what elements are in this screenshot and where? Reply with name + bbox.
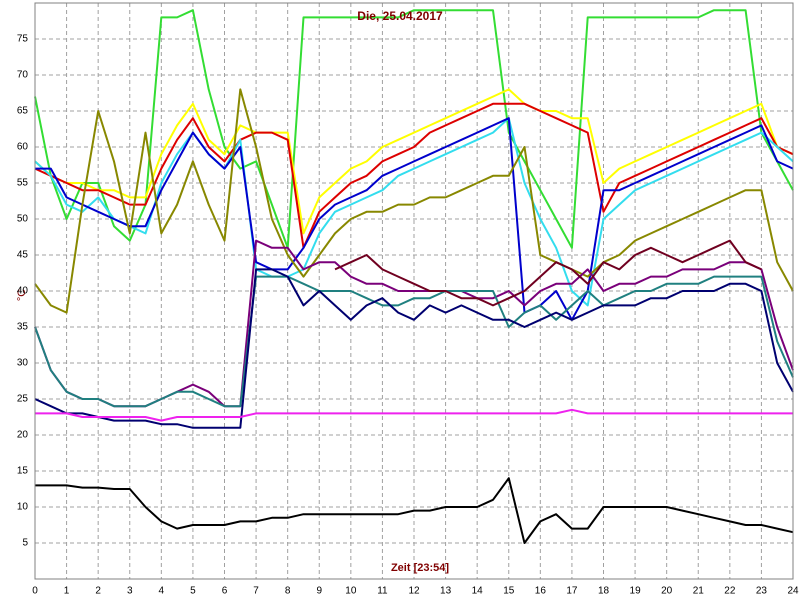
x-tick-label: 20 [661,586,673,597]
x-tick-label: 12 [408,586,420,597]
series-line [34,268,794,429]
lines [34,9,794,544]
series-line [334,239,762,307]
y-tick-label: 45 [17,250,29,261]
x-tick-label: 8 [285,586,291,597]
x-tick-label: 3 [127,586,133,597]
y-tick-label: 65 [17,106,29,117]
series-line [34,102,794,249]
y-tick-label: 75 [17,34,29,45]
series-line [34,275,794,408]
x-tick-label: 13 [440,586,452,597]
x-tick-label: 6 [222,586,228,597]
x-tick-label: 7 [253,586,259,597]
y-tick-label: 70 [17,70,29,81]
y-tick-label: 40 [17,286,29,297]
x-tick-label: 2 [95,586,101,597]
x-tick-label: 15 [503,586,515,597]
chart-title: Die, 25.04.2017 [357,9,443,23]
y-tick-label: 60 [17,142,29,153]
y-tick-label: 25 [17,394,29,405]
series-line [34,88,794,314]
x-tick-label: 22 [724,586,736,597]
series-line [34,9,794,249]
x-tick-label: 10 [345,586,357,597]
y-tick-label: 30 [17,358,29,369]
y-axis-label: °C [16,289,28,301]
y-tick-label: 5 [22,538,28,549]
x-tick-label: 19 [630,586,642,597]
y-tick-label: 10 [17,502,29,513]
x-tick-label: 21 [693,586,705,597]
x-tick-label: 1 [64,586,70,597]
plot-border [34,2,794,580]
x-tick-label: 4 [159,586,165,597]
x-tick-label: 24 [787,586,799,597]
series-line [35,117,794,321]
y-tick-label: 35 [17,322,29,333]
x-tick-label: 11 [377,586,388,597]
x-tick-label: 23 [756,586,768,597]
x-tick-label: 5 [190,586,196,597]
x-axis-label: Zeit [23:54] [391,562,449,574]
y-tick-label: 50 [17,214,29,225]
x-tick-label: 9 [316,586,322,597]
x-tick-label: 14 [472,586,484,597]
y-tick-label: 55 [17,178,29,189]
y-tick-label: 15 [17,466,29,477]
series-line [34,117,794,307]
x-tick-label: 0 [32,586,38,597]
series-line [34,88,794,235]
series-line [35,477,794,544]
x-tick-label: 16 [535,586,547,597]
series-line [35,408,793,422]
y-tick-label: 20 [17,430,29,441]
x-tick-label: 18 [598,586,610,597]
x-tick-label: 17 [566,586,578,597]
